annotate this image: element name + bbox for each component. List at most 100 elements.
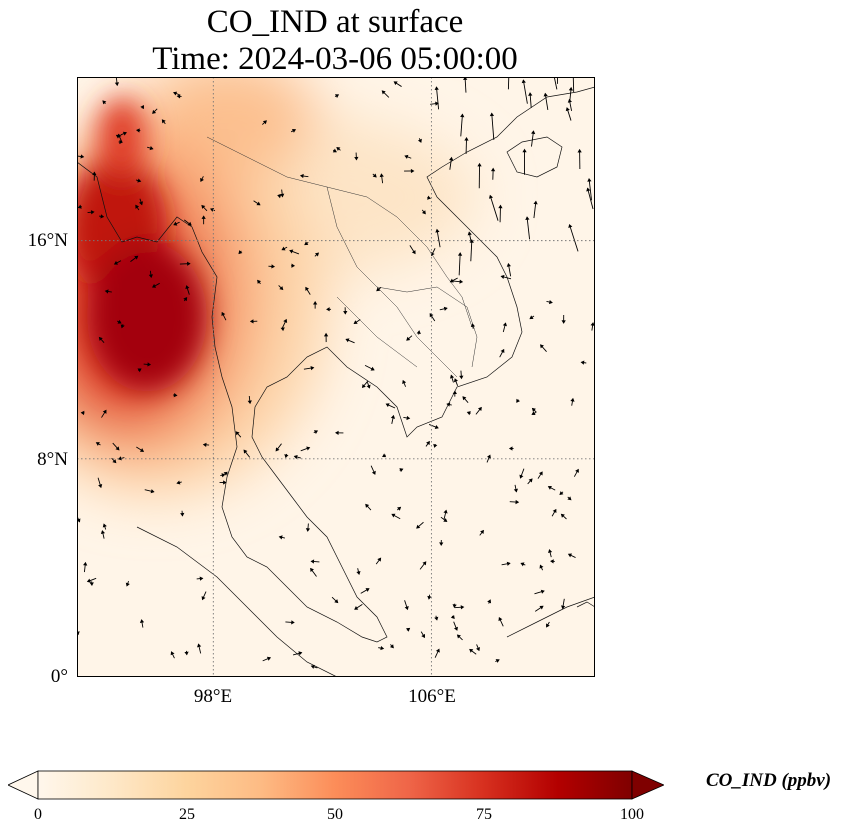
coastlines — [77, 86, 595, 677]
wind-arrow-head — [469, 239, 474, 243]
wind-arrow-head — [567, 496, 572, 501]
wind-arrow-head — [433, 443, 438, 448]
wind-arrow-head — [515, 499, 520, 505]
colorbar-tick-50: 50 — [327, 806, 343, 823]
wind-arrow-head — [453, 626, 458, 631]
wind-arrow-head — [449, 374, 455, 379]
wind-arrow-head — [152, 109, 157, 114]
wind-arrow-head — [477, 162, 482, 167]
wind-arrow-head — [543, 92, 548, 97]
wind-arrow-head — [366, 384, 371, 389]
wind-arrow-head — [221, 311, 226, 317]
wind-arrow-head — [577, 148, 582, 153]
map-plot — [77, 77, 595, 677]
wind-arrow-head — [243, 449, 248, 454]
wind-arrow-head — [283, 318, 288, 323]
wind-arrow-head — [77, 204, 82, 209]
wind-arrow-head — [434, 616, 439, 621]
wind-arrow-head — [291, 263, 296, 268]
wind-arrow-head — [100, 530, 106, 535]
wind-arrow-head — [170, 651, 175, 656]
wind-arrow-head — [513, 488, 518, 493]
wind-arrow-head — [498, 616, 503, 622]
wind-arrow-head — [137, 368, 142, 373]
wind-arrow-head — [548, 299, 553, 305]
wind-arrow-head — [370, 366, 375, 371]
wind-arrow-head — [404, 154, 409, 159]
wind-arrow-head — [449, 278, 454, 283]
wind-arrow-head — [506, 561, 511, 566]
wind-arrow-head — [450, 614, 455, 620]
wind-arrow-head — [460, 113, 465, 118]
wind-arrow-head — [488, 194, 494, 199]
colorbar-extend-low — [8, 770, 39, 800]
wind-arrow-head — [183, 297, 188, 302]
wind-arrow-head — [345, 338, 350, 343]
lon-label-98e: 98°E — [193, 686, 233, 707]
wind-arrow-head — [277, 194, 282, 199]
wind-arrow-head — [406, 336, 411, 341]
wind-arrow-head — [98, 484, 103, 489]
wind-arrow-head — [313, 300, 318, 305]
wind-arrow-head — [306, 446, 311, 451]
colorbar-tick-0: 0 — [34, 806, 42, 823]
lat-label-0: 0° — [50, 666, 68, 687]
wind-arrow-head — [117, 319, 122, 324]
wind-arrow-head — [506, 262, 511, 267]
wind-arrow-head — [528, 478, 533, 483]
wind-arrow-head — [310, 567, 314, 572]
wind-arrow-head — [140, 104, 144, 110]
wind-arrow — [470, 239, 473, 262]
wind-arrow-head — [391, 513, 396, 518]
map-subtitle-time: Time: 2024-03-06 05:00:00 — [152, 41, 518, 77]
wind-arrow-head — [280, 193, 285, 198]
wind-arrow — [489, 195, 499, 221]
wind-arrow-head — [281, 246, 286, 251]
wind-arrow-head — [147, 362, 152, 367]
wind-arrow-head — [390, 414, 396, 419]
wind-arrow-head — [565, 107, 570, 112]
wind-arrow-head — [487, 599, 492, 604]
wind-arrow-head — [100, 214, 105, 219]
wind-arrow-head — [561, 320, 566, 324]
lat-label-16n: 16°N — [27, 230, 68, 251]
wind-arrow-head — [560, 513, 565, 518]
wind-arrow — [533, 201, 537, 219]
wind-arrow-head — [547, 485, 552, 490]
colorbar-extend-high — [631, 770, 664, 800]
wind-arrow-head — [410, 168, 415, 174]
wind-arrow-head — [568, 223, 573, 228]
wind-arrow-head — [528, 92, 533, 96]
wind-arrow-head — [275, 447, 280, 452]
wind-arrow-head — [495, 659, 500, 663]
wind-arrow-head — [533, 200, 538, 205]
wind-arrow-head — [376, 287, 381, 292]
wind-arrow-head — [452, 604, 457, 608]
wind-arrow-head — [462, 396, 467, 401]
wind-arrow-head — [201, 204, 206, 209]
wind-arrow-head — [354, 156, 359, 161]
wind-arrow — [569, 224, 579, 252]
wind-arrow-head — [238, 250, 243, 255]
wind-arrow-head — [377, 557, 382, 562]
wind-arrow-head — [102, 409, 107, 414]
wind-arrow-head — [293, 454, 298, 460]
colorbar-tick-75: 75 — [476, 806, 492, 823]
wind-arrow-head — [117, 456, 122, 461]
wind-arrow-head — [490, 167, 496, 172]
wind-arrow-head — [173, 392, 178, 398]
wind-arrow-head — [570, 397, 575, 402]
wind-arrow-head — [422, 561, 427, 566]
map-frame — [77, 77, 595, 677]
wind-arrow-head — [500, 348, 505, 353]
wind-arrow-head — [173, 221, 178, 226]
wind-arrow-head — [443, 518, 448, 522]
wind-arrow-head — [365, 588, 370, 592]
wind-arrow-head — [538, 471, 543, 476]
wind-arrow-head — [284, 454, 289, 459]
wind-arrow-head — [467, 231, 472, 236]
wind-arrow — [553, 77, 558, 90]
wind-arrow-head — [393, 81, 398, 86]
wind-arrow-head — [119, 139, 124, 145]
wind-arrow-head — [314, 252, 320, 257]
